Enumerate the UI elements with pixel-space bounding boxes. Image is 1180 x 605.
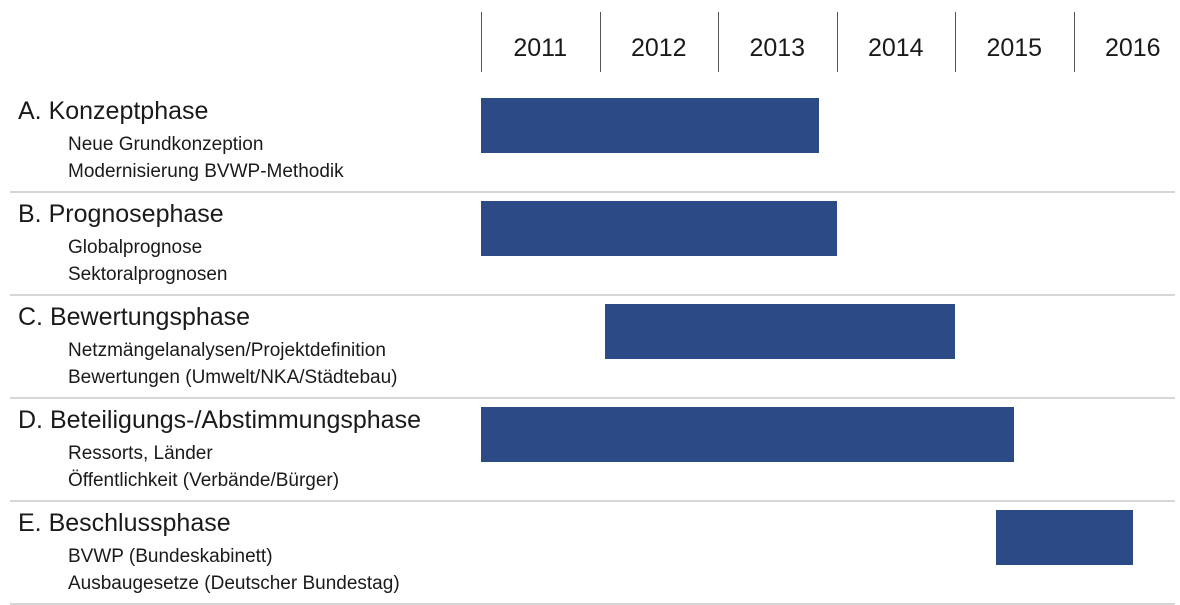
phase-bar <box>605 304 955 359</box>
phase-bar <box>481 407 1015 462</box>
year-label: 2015 <box>986 34 1043 62</box>
phase-subitem: Neue Grundkonzeption <box>68 134 264 155</box>
phase-title: C. Bewertungsphase <box>18 303 251 331</box>
phase-title: A. Konzeptphase <box>18 97 209 125</box>
phase-subitem: Ressorts, Länder <box>68 443 213 464</box>
phase-subitem: BVWP (Bundeskabinett) <box>68 546 273 567</box>
year-tick <box>481 12 482 72</box>
year-tick <box>718 12 719 72</box>
phase-subitem: Ausbaugesetze (Deutscher Bundestag) <box>68 573 400 594</box>
year-label: 2011 <box>513 34 568 62</box>
phase-bar <box>996 510 1133 565</box>
phase-title: E. Beschlussphase <box>18 509 231 537</box>
phase-bar <box>481 201 837 256</box>
phase-subitem: Bewertungen (Umwelt/NKA/Städtebau) <box>68 367 398 388</box>
year-tick <box>955 12 956 72</box>
phase-bar <box>481 98 819 153</box>
phase-subitem: Sektoralprognosen <box>68 264 228 285</box>
row-separator <box>10 500 1175 502</box>
row-separator <box>10 397 1175 399</box>
row-separator <box>10 191 1175 193</box>
phase-subitem: Modernisierung BVWP-Methodik <box>68 161 344 182</box>
year-tick <box>1073 12 1075 72</box>
year-label: 2014 <box>867 34 924 62</box>
year-label: 2013 <box>749 34 806 62</box>
year-label: 2016 <box>1104 34 1161 62</box>
phase-subitem: Netzmängelanalysen/Projektdefinition <box>68 340 386 361</box>
phase-subitem: Globalprognose <box>68 237 203 258</box>
phase-subitem: Öffentlichkeit (Verbände/Bürger) <box>68 470 340 491</box>
phase-title: D. Beteiligungs-/Abstimmungsphase <box>18 406 421 434</box>
year-tick <box>599 12 601 72</box>
year-tick <box>836 12 838 72</box>
year-label: 2012 <box>630 34 687 62</box>
row-separator <box>10 294 1175 296</box>
phase-title: B. Prognosephase <box>18 200 224 228</box>
